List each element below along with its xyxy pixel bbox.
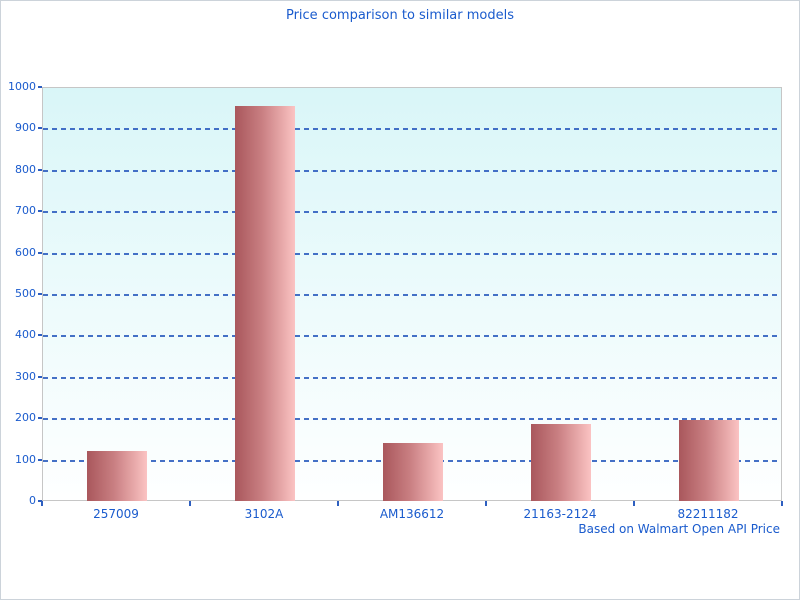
y-axis-label: 300 [15,369,36,383]
y-axis-tick [38,251,42,254]
y-axis-tick [38,417,42,420]
chart-title: Price comparison to similar models [285,8,515,23]
y-axis-label: 200 [15,411,36,425]
chart-footer: Based on Walmart Open API Price [578,522,780,536]
gridline [43,376,781,379]
x-axis-tick [337,501,339,506]
gridline [43,252,781,255]
x-axis-label: AM136612 [379,507,445,521]
y-axis-tick [38,500,42,502]
y-axis-label: 600 [15,245,36,259]
bar-257009 [87,451,147,501]
gridline [43,418,781,421]
y-axis-label: 900 [15,121,36,135]
gridline [43,335,781,338]
x-axis-tick [485,501,487,506]
y-axis-tick [38,168,42,171]
x-axis-tick [41,501,43,506]
bar-82211182 [679,420,739,501]
plot-area [42,87,782,501]
bar-21163-2124 [531,424,591,501]
gridline [43,169,781,172]
gridline [43,211,781,214]
bar-3102A [235,105,295,501]
bar-AM136612 [383,443,443,501]
y-axis-label: 100 [15,452,36,466]
y-axis-tick [38,127,42,130]
y-axis-label: 0 [29,494,36,507]
y-axis-label: 400 [15,328,36,342]
x-axis-label: 257009 [93,507,139,521]
x-axis-tick [781,501,783,506]
x-axis-label: 3102A [244,507,284,521]
y-axis-tick [38,458,42,461]
x-axis-label: 82211182 [677,507,739,521]
y-axis-tick [38,334,42,337]
y-axis-tick [38,293,42,295]
y-axis-tick [38,375,42,378]
gridline [43,294,781,296]
x-axis-label: 21163-2124 [523,507,597,521]
gridline [43,128,781,131]
y-axis-label: 700 [15,204,36,218]
x-axis-tick [189,501,191,506]
y-axis-label: 1000 [8,80,36,93]
x-axis-tick [633,501,635,506]
y-axis-tick [38,86,42,88]
y-axis-label: 800 [15,162,36,176]
y-axis-label: 500 [15,287,36,300]
y-axis-tick [38,210,42,213]
